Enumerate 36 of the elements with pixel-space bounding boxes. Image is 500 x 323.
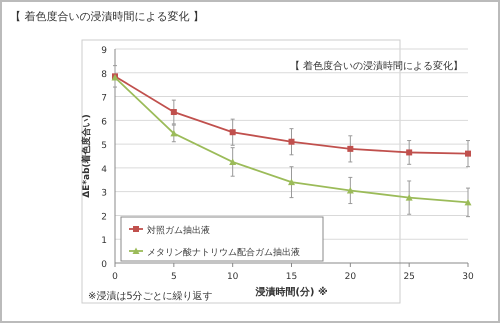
annotation: 【 着色度合いの浸漬時間による変化】: [290, 60, 463, 72]
text: ※浸漬は5分ごとに繰り返す: [88, 290, 213, 302]
chart-title: 【 着色度合いの浸漬時間による変化 】: [10, 10, 204, 23]
x-tick-label: 5: [170, 272, 177, 282]
legend-label: 対照ガム抽出液: [147, 225, 210, 236]
point: [170, 130, 178, 136]
x-tick-label: 15: [286, 272, 298, 282]
point: [170, 109, 177, 116]
point: [464, 198, 472, 206]
y-tick-label: 4: [101, 164, 108, 175]
y-tick-label: 9: [101, 46, 108, 56]
y-tick-label: 8: [101, 70, 108, 80]
x-tick-label: 10: [226, 272, 239, 282]
x-tick-label: 0: [112, 272, 118, 282]
y-tick-label: 1: [101, 236, 107, 246]
legend-label: メタリン酸ナトリウム配合ガム抽出液: [147, 247, 300, 258]
y-tick-label: 3: [101, 188, 107, 199]
point: [230, 129, 236, 136]
x-axis-title: 浸漬時間(分) ※: [254, 286, 328, 298]
point: [288, 178, 295, 186]
y-tick-label: 2: [101, 212, 107, 222]
point: [347, 146, 354, 152]
point: [346, 186, 354, 194]
point: [406, 194, 413, 201]
y-tick-label: 0: [101, 260, 108, 270]
point: [465, 150, 471, 157]
y-axis-title: ΔE*ab(着色度合い): [81, 114, 92, 198]
y-tick-label: 7: [101, 94, 107, 104]
point: [288, 138, 294, 145]
x-tick-label: 25: [403, 272, 415, 282]
y-tick-label: 6: [101, 117, 108, 128]
point: [229, 158, 236, 165]
y-tick-label: 5: [101, 141, 107, 152]
x-tick-label: 30: [462, 272, 474, 282]
point: [406, 149, 412, 156]
x-tick-label: 20: [344, 272, 356, 282]
